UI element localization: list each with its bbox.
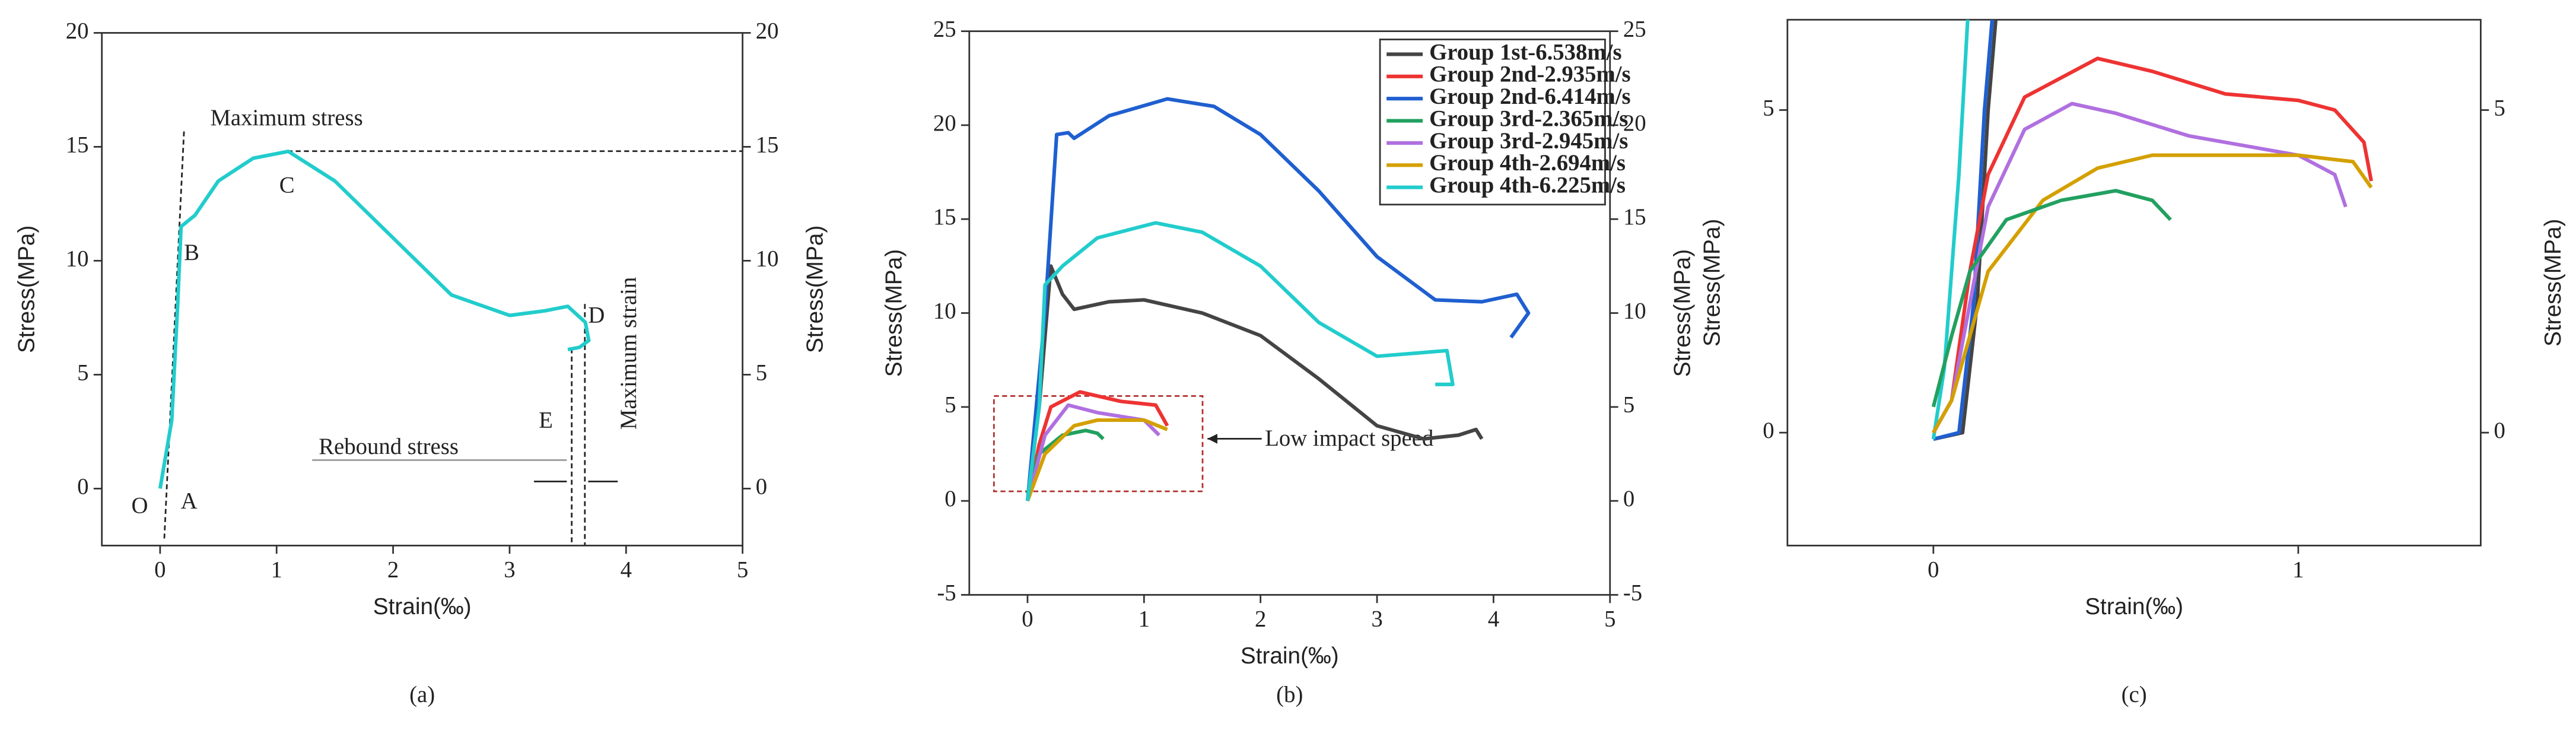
y-tick-label: 0	[1763, 418, 1774, 443]
y-tick-label: 5	[77, 360, 88, 385]
annotation: B	[184, 240, 199, 265]
x-tick-label: 3	[504, 557, 515, 583]
annotation: Low impact speed	[1265, 425, 1433, 451]
annotation: C	[279, 173, 295, 198]
panel-label: (b)	[1276, 682, 1303, 707]
series-line	[1026, 418, 1168, 502]
y-tick-label: 5	[944, 392, 956, 418]
x-tick-label: 5	[1604, 606, 1615, 632]
x-tick-label: 2	[387, 557, 399, 583]
x-tick-label: 3	[1371, 606, 1382, 632]
y2-tick-label: 10	[1623, 298, 1646, 323]
y-tick-label: 10	[933, 298, 956, 323]
x-tick-label: 0	[154, 557, 166, 583]
series-line	[1933, 20, 1994, 441]
series-group	[158, 150, 591, 489]
x-tick-label: 1	[2292, 557, 2304, 583]
y2-tick-label: 5	[756, 360, 767, 385]
y-axis-label: Stress(MPa)	[1699, 219, 1725, 347]
y-tick-label: 15	[66, 132, 89, 157]
series-line	[1025, 390, 1169, 501]
annotation: A	[181, 488, 198, 513]
y2-tick-label: 20	[1623, 110, 1646, 136]
x-axis-label: Strain(‰)	[1241, 643, 1339, 669]
y2-axis-label: Stress(MPa)	[2540, 219, 2566, 347]
legend-label: Group 4th-2.694m/s	[1429, 150, 1626, 176]
y2-tick-label: 5	[2494, 95, 2505, 120]
legend-label: Group 2nd-6.414m/s	[1429, 84, 1631, 109]
legend-label: Group 1st-6.538m/s	[1429, 39, 1621, 65]
y-tick-label: 5	[1763, 95, 1774, 120]
series-line	[1025, 264, 1484, 501]
y-tick-label: -5	[937, 580, 956, 605]
annotation: Maximum stress	[210, 105, 362, 131]
y2-tick-label: 5	[1623, 392, 1634, 418]
series-line	[1932, 101, 2348, 434]
y-axis-label: Stress(MPa)	[14, 225, 39, 353]
legend-label: Group 4th-6.225m/s	[1429, 173, 1626, 198]
legend-label: Group 3rd-2.945m/s	[1429, 128, 1628, 154]
x-tick-label: 2	[1255, 606, 1266, 632]
y-tick-label: 20	[66, 18, 89, 43]
panel-label: (c)	[2122, 682, 2147, 707]
series-line	[158, 150, 591, 489]
y-tick-label: 10	[66, 246, 89, 271]
x-axis-label: Strain(‰)	[373, 594, 472, 620]
y2-tick-label: 0	[756, 474, 767, 499]
y2-tick-label: 0	[1623, 486, 1634, 512]
x-tick-label: 0	[1022, 606, 1033, 632]
y-axis-label: Stress(MPa)	[881, 249, 907, 377]
y-tick-label: 15	[933, 204, 956, 230]
annotation-lines	[163, 131, 1262, 546]
x-tick-label: 5	[737, 557, 748, 583]
x-tick-label: 1	[271, 557, 282, 583]
series-group	[1025, 97, 1531, 502]
annotation: Maximum strain	[616, 277, 641, 430]
y2-tick-label: 10	[756, 246, 779, 271]
legend-label: Group 2nd-2.935m/s	[1429, 62, 1631, 87]
series-line	[1025, 97, 1531, 501]
y2-tick-label: 0	[2494, 418, 2505, 443]
x-axis-label: Strain(‰)	[2085, 594, 2183, 620]
annotation: Rebound stress	[319, 434, 459, 459]
y2-tick-label: 15	[1623, 204, 1646, 230]
y2-axis-label: Stress(MPa)	[802, 225, 828, 353]
y2-tick-label: 15	[756, 132, 779, 157]
y-tick-label: 20	[933, 110, 956, 136]
series-line	[1025, 221, 1455, 501]
y-tick-label: 0	[944, 486, 956, 512]
legend-label: Group 3rd-2.365m/s	[1429, 106, 1628, 131]
annotation: D	[588, 302, 605, 328]
x-tick-label: 0	[1928, 557, 1939, 583]
y-tick-label: 25	[933, 17, 956, 42]
annotation: E	[539, 408, 553, 433]
plot-frame	[1786, 18, 2482, 547]
y2-axis-label: Stress(MPa)	[1670, 249, 1696, 377]
x-tick-label: 4	[621, 557, 632, 583]
x-tick-label: 1	[1138, 606, 1150, 632]
y2-tick-label: 20	[756, 18, 779, 43]
series-group	[1931, 20, 2373, 441]
x-tick-label: 4	[1488, 606, 1499, 632]
series-line	[1931, 20, 1970, 440]
annotation: O	[132, 493, 148, 519]
y-tick-label: 0	[77, 474, 88, 499]
panel-label: (a)	[409, 682, 435, 707]
series-line	[1931, 189, 2172, 408]
y2-tick-label: 25	[1623, 17, 1646, 42]
plot-frame	[101, 32, 744, 547]
y2-tick-label: -5	[1623, 580, 1642, 605]
series-line	[1932, 153, 2373, 434]
series-line	[1932, 56, 2373, 434]
